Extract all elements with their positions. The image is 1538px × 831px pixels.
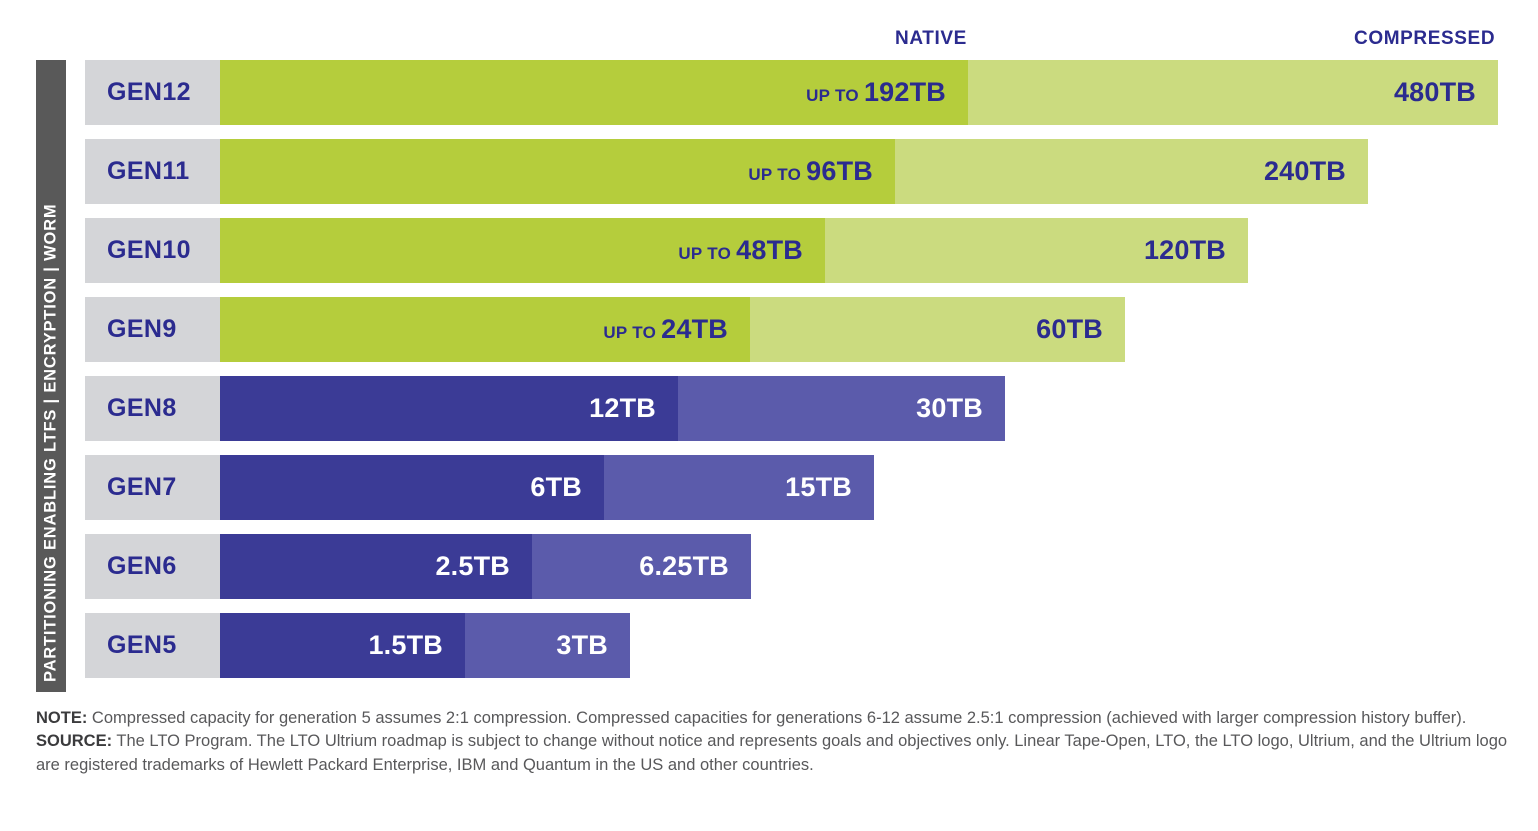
native-up-to-prefix: UP TO <box>603 323 657 342</box>
compressed-capacity-bar: 60TB <box>750 297 1125 362</box>
generation-label: GEN12 <box>107 78 191 106</box>
native-up-to-prefix: UP TO <box>748 165 802 184</box>
compressed-capacity-bar: 3TB <box>465 613 630 678</box>
generation-label: GEN6 <box>107 552 177 580</box>
native-capacity-number: 6TB <box>530 472 582 502</box>
chart-footnotes: NOTE: Compressed capacity for generation… <box>36 707 1516 777</box>
native-up-to-prefix: UP TO <box>678 244 732 263</box>
chart-row: GEN10 UP TO 48TB 120TB <box>85 218 1538 283</box>
generation-label: GEN10 <box>107 236 191 264</box>
note-text: Compressed capacity for generation 5 ass… <box>87 709 1467 727</box>
source-paragraph: SOURCE: The LTO Program. The LTO Ultrium… <box>36 730 1516 777</box>
native-capacity-number: 24TB <box>661 314 728 344</box>
compressed-column-header: COMPRESSED <box>1354 28 1496 49</box>
generation-label-cell: GEN10 <box>85 218 220 283</box>
generation-label-cell: GEN6 <box>85 534 220 599</box>
compressed-capacity-value: 30TB <box>916 395 1005 422</box>
native-capacity-value: 1.5TB <box>368 632 465 659</box>
compressed-capacity-bar: 480TB <box>968 60 1498 125</box>
generation-label: GEN5 <box>107 631 177 659</box>
source-label: SOURCE: <box>36 732 113 751</box>
chart-row: GEN12 UP TO 192TB 480TB <box>85 60 1538 125</box>
native-capacity-bar: UP TO 96TB <box>220 139 895 204</box>
generation-label-cell: GEN12 <box>85 60 220 125</box>
compressed-capacity-number: 120TB <box>1143 235 1226 265</box>
chart-rows: GEN12 UP TO 192TB 480TB GEN11 UP TO 96TB 240TB G… <box>85 60 1538 692</box>
note-paragraph: NOTE: Compressed capacity for generation… <box>36 707 1516 730</box>
compressed-capacity-value: 60TB <box>1036 316 1125 343</box>
chart-header: NATIVE COMPRESSED <box>0 28 1538 56</box>
generation-label-cell: GEN7 <box>85 455 220 520</box>
compressed-capacity-bar: 240TB <box>895 139 1368 204</box>
native-capacity-bar: 6TB <box>220 455 604 520</box>
compressed-capacity-number: 3TB <box>556 630 608 660</box>
generation-label: GEN7 <box>107 473 177 501</box>
compressed-capacity-bar: 30TB <box>678 376 1005 441</box>
native-capacity-bar: 2.5TB <box>220 534 532 599</box>
chart-row: GEN8 12TB 30TB <box>85 376 1538 441</box>
compressed-capacity-number: 6.25TB <box>639 551 729 581</box>
note-label: NOTE: <box>36 709 88 727</box>
compressed-capacity-value: 240TB <box>1264 158 1368 185</box>
generation-label-cell: GEN9 <box>85 297 220 362</box>
native-capacity-value: UP TO 24TB <box>603 316 750 343</box>
native-capacity-number: 48TB <box>736 235 803 265</box>
chart-row: GEN6 2.5TB 6.25TB <box>85 534 1538 599</box>
native-capacity-value: UP TO 48TB <box>678 237 825 264</box>
compressed-capacity-value: 15TB <box>785 474 874 501</box>
chart-row: GEN5 1.5TB 3TB <box>85 613 1538 678</box>
native-capacity-value: 6TB <box>530 474 604 501</box>
native-capacity-value: 12TB <box>589 395 678 422</box>
native-column-header: NATIVE <box>895 28 967 49</box>
chart-row: GEN11 UP TO 96TB 240TB <box>85 139 1538 204</box>
native-capacity-bar: 12TB <box>220 376 678 441</box>
native-capacity-number: 2.5TB <box>435 551 510 581</box>
compressed-capacity-bar: 15TB <box>604 455 874 520</box>
native-capacity-number: 1.5TB <box>368 630 443 660</box>
source-text: The LTO Program. The LTO Ultrium roadmap… <box>36 732 1508 774</box>
compressed-capacity-number: 30TB <box>916 393 983 423</box>
native-capacity-bar: UP TO 192TB <box>220 60 968 125</box>
generation-label: GEN11 <box>107 157 190 185</box>
generation-label-cell: GEN11 <box>85 139 220 204</box>
native-capacity-value: 2.5TB <box>435 553 532 580</box>
native-capacity-bar: UP TO 48TB <box>220 218 825 283</box>
native-capacity-number: 12TB <box>589 393 656 423</box>
features-side-band: PARTITIONING ENABLING LTFS | ENCRYPTION … <box>36 60 66 692</box>
compressed-capacity-bar: 120TB <box>825 218 1248 283</box>
native-capacity-bar: 1.5TB <box>220 613 465 678</box>
compressed-capacity-number: 15TB <box>785 472 852 502</box>
native-capacity-value: UP TO 192TB <box>806 79 968 106</box>
native-capacity-number: 192TB <box>863 77 946 107</box>
generation-label: GEN9 <box>107 315 177 343</box>
compressed-capacity-value: 3TB <box>556 632 630 659</box>
native-capacity-number: 96TB <box>806 156 873 186</box>
compressed-capacity-number: 240TB <box>1263 156 1346 186</box>
compressed-capacity-bar: 6.25TB <box>532 534 751 599</box>
compressed-capacity-value: 120TB <box>1144 237 1248 264</box>
native-up-to-prefix: UP TO <box>806 86 859 105</box>
compressed-capacity-number: 480TB <box>1393 77 1476 107</box>
native-capacity-value: UP TO 96TB <box>748 158 895 185</box>
features-side-band-label: PARTITIONING ENABLING LTFS | ENCRYPTION … <box>41 203 60 682</box>
generation-label-cell: GEN8 <box>85 376 220 441</box>
compressed-capacity-number: 60TB <box>1036 314 1103 344</box>
compressed-capacity-value: 480TB <box>1394 79 1498 106</box>
generation-label-cell: GEN5 <box>85 613 220 678</box>
chart-row: GEN7 6TB 15TB <box>85 455 1538 520</box>
compressed-capacity-value: 6.25TB <box>639 553 751 580</box>
native-capacity-bar: UP TO 24TB <box>220 297 750 362</box>
chart-row: GEN9 UP TO 24TB 60TB <box>85 297 1538 362</box>
generation-label: GEN8 <box>107 394 177 422</box>
